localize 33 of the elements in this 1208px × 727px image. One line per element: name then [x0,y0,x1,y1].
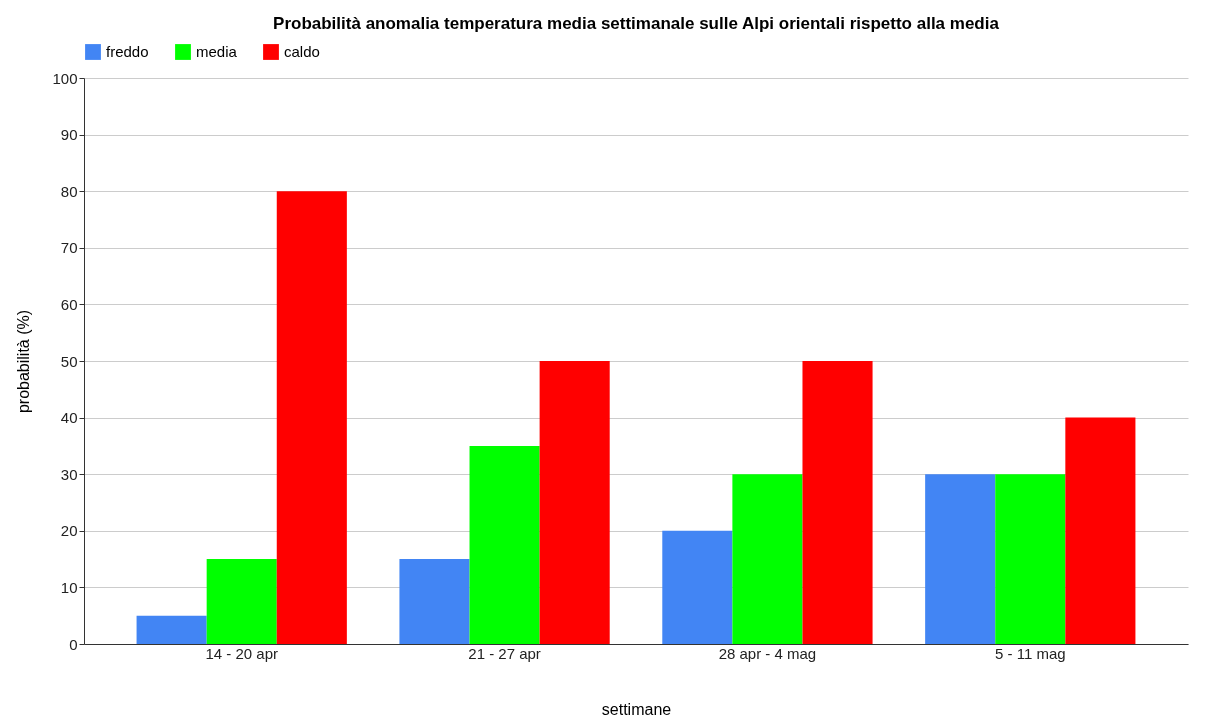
legend-label: caldo [284,43,320,60]
x-axis-title: settimane [601,700,672,718]
bar [206,559,277,644]
bar [732,474,803,644]
bar [469,445,540,644]
y-tick-label: 90 [60,126,78,144]
x-tick-label: 14 - 20 apr [205,644,278,662]
y-tick-label: 40 [60,409,78,427]
bar [1065,417,1136,644]
bar [925,474,996,644]
y-tick-label: 70 [60,239,78,257]
bar [995,474,1066,644]
y-tick-label: 80 [60,182,78,200]
bar [662,530,733,644]
x-tick-label: 5 - 11 mag [994,644,1066,662]
bar [802,361,873,644]
y-tick-label: 20 [60,522,78,540]
y-axis-title: probabilità (%) [15,309,33,414]
bar [399,559,470,644]
y-tick-label: 60 [60,295,78,313]
y-tick-label: 0 [69,635,78,653]
chart-title: Probabilità anomalia temperatura media settimanale sulle Alpi orientali rispetto alla media [273,14,1000,33]
y-tick-label: 50 [60,352,78,370]
bar [539,361,610,644]
bar [136,615,207,644]
y-tick-label: 100 [52,69,78,87]
bar [276,191,347,644]
x-tick-label: 21 - 27 apr [468,644,541,662]
y-tick-label: 30 [60,465,78,483]
legend-label: freddo [106,43,149,60]
legend-label: media [196,43,238,60]
y-tick-label: 10 [60,578,78,596]
x-tick-label: 28 apr - 4 mag [718,644,817,662]
